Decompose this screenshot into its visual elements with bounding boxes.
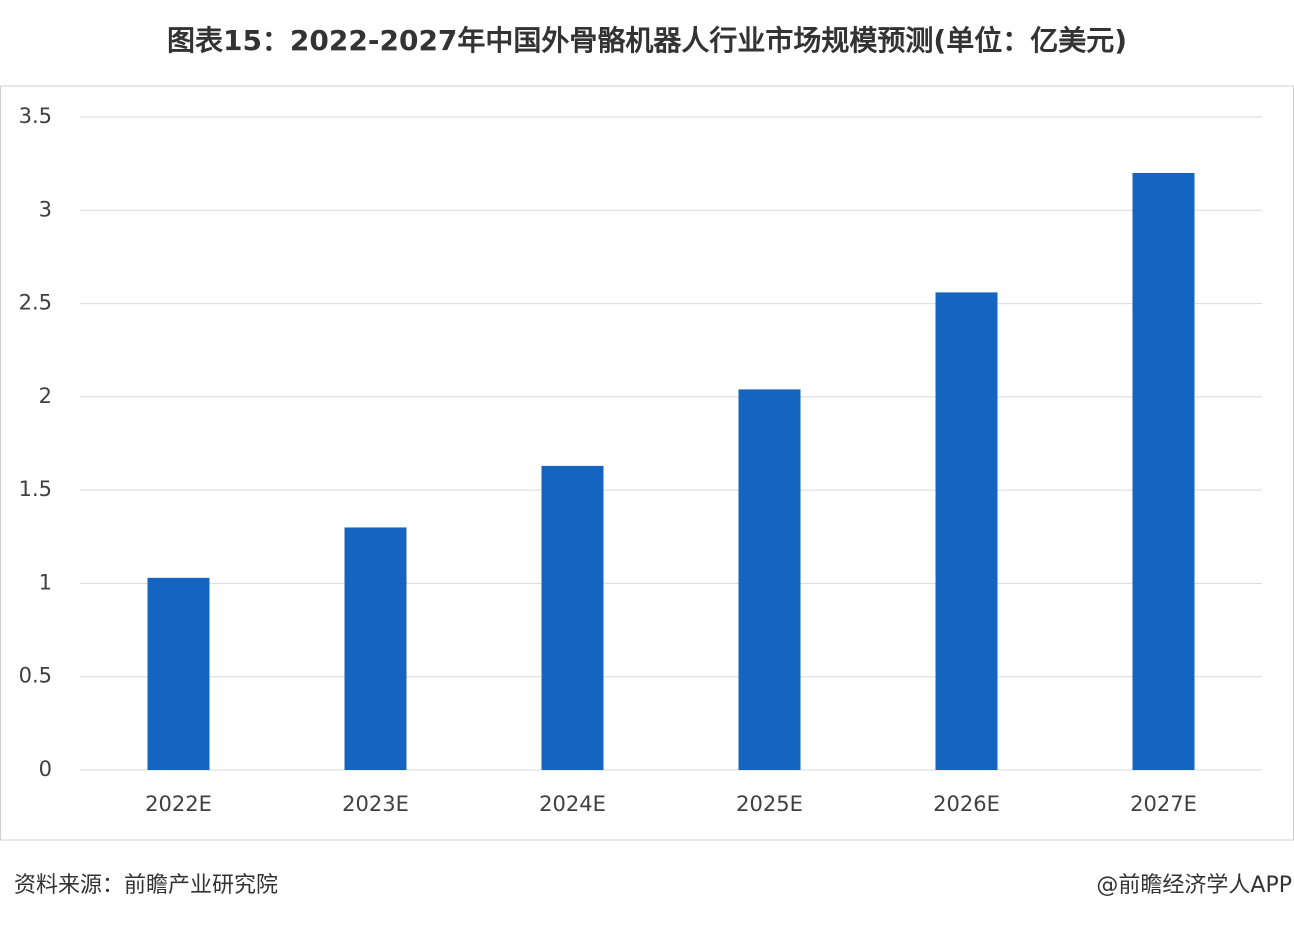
x-tick-label: 2027E — [1130, 792, 1197, 816]
bar — [738, 389, 801, 770]
bar — [344, 527, 407, 770]
chart-title: 图表15：2022-2027年中国外骨骼机器人行业市场规模预测(单位：亿美元) — [167, 24, 1127, 57]
bar — [1132, 172, 1195, 770]
x-tick-label: 2023E — [342, 792, 409, 816]
y-tick-label: 3.5 — [19, 104, 52, 128]
x-tick-label: 2022E — [145, 792, 212, 816]
y-tick-label: 2.5 — [19, 291, 52, 315]
y-tick-label: 3 — [39, 197, 52, 221]
x-tick-label: 2024E — [539, 792, 606, 816]
y-tick-label: 2 — [39, 384, 52, 408]
chart-frame — [0, 85, 1294, 841]
x-tick-label: 2026E — [933, 792, 1000, 816]
bar — [541, 465, 604, 770]
x-tick-label: 2025E — [736, 792, 803, 816]
y-tick-label: 1 — [39, 570, 52, 594]
bar — [935, 292, 998, 770]
bar — [147, 577, 210, 770]
credit: @前瞻经济学人APP — [1096, 873, 1292, 898]
y-tick-label: 0 — [39, 757, 52, 781]
y-tick-label: 0.5 — [19, 664, 52, 688]
source: 资料来源：前瞻产业研究院 — [14, 873, 278, 898]
y-tick-label: 1.5 — [19, 477, 52, 501]
